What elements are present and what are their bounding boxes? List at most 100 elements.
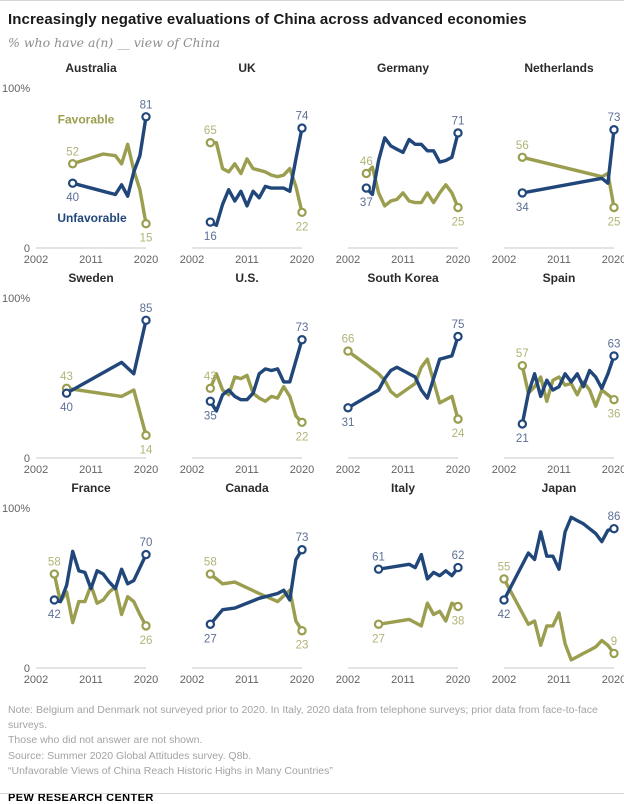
unfavorable-endpoint-marker xyxy=(609,125,619,135)
x-tick-label: 2020 xyxy=(602,674,624,686)
favorable-start-value-label: 58 xyxy=(48,557,61,569)
chart-australia: Australia 2002 2011 2020 100% 0 52 15 40 81 Favora… xyxy=(0,58,158,268)
unfavorable-end-value-label: 73 xyxy=(296,322,309,334)
favorable-start-value-label: 43 xyxy=(204,371,217,383)
y-axis-top-label: 100% xyxy=(2,293,30,305)
favorable-start-value-label: 55 xyxy=(498,561,511,573)
x-tick-label: 2002 xyxy=(180,254,204,266)
unfavorable-end-value-label: 85 xyxy=(140,303,153,315)
page-title: Increasingly negative evaluations of Chi… xyxy=(8,11,527,28)
favorable-end-value-label: 22 xyxy=(296,431,309,443)
x-tick-label: 2002 xyxy=(492,254,516,266)
favorable-endpoint-marker xyxy=(297,417,307,428)
favorable-endpoint-marker xyxy=(609,394,619,405)
x-tick-label: 2011 xyxy=(547,464,571,476)
x-tick-label: 2020 xyxy=(290,464,314,476)
favorable-start-value-label: 43 xyxy=(60,371,73,383)
favorable-end-value-label: 9 xyxy=(611,636,617,648)
country-title: Germany xyxy=(376,61,430,75)
x-tick-label: 2011 xyxy=(391,674,415,686)
country-title: Netherlands xyxy=(524,61,594,75)
x-tick-label: 2011 xyxy=(79,674,103,686)
x-tick-label: 2020 xyxy=(290,254,314,266)
country-title: Australia xyxy=(65,61,117,75)
favorable-end-value-label: 26 xyxy=(140,635,153,647)
y-axis-bottom-label: 0 xyxy=(24,243,30,255)
x-tick-label: 2002 xyxy=(24,254,48,266)
x-tick-label: 2020 xyxy=(446,674,470,686)
favorable-endpoint-marker xyxy=(453,202,463,213)
unfavorable-endpoint-marker xyxy=(361,183,372,193)
favorable-start-value-label: 56 xyxy=(516,140,529,152)
unfavorable-endpoint-marker xyxy=(373,564,384,574)
unfavorable-end-value-label: 81 xyxy=(140,99,153,111)
small-multiples-grid: Australia 2002 2011 2020 100% 0 52 15 40 81 Favora… xyxy=(0,58,624,688)
x-tick-label: 2002 xyxy=(180,674,204,686)
footnote-line-1: Note: Belgium and Denmark not surveyed p… xyxy=(8,704,598,732)
unfavorable-end-value-label: 71 xyxy=(452,115,465,127)
country-title: Canada xyxy=(225,481,269,495)
country-title: UK xyxy=(238,61,256,75)
favorable-legend-label: Favorable xyxy=(58,112,115,126)
favorable-endpoint-marker xyxy=(517,360,528,371)
chart-footer: Note: Belgium and Denmark not surveyed p… xyxy=(8,703,616,804)
unfavorable-legend-label: Unfavorable xyxy=(57,211,127,225)
unfavorable-endpoint-marker xyxy=(205,217,216,227)
favorable-start-value-label: 57 xyxy=(516,348,529,360)
x-tick-label: 2002 xyxy=(336,674,360,686)
unfavorable-endpoint-marker xyxy=(453,331,463,342)
favorable-endpoint-marker xyxy=(205,138,216,148)
unfavorable-endpoint-marker xyxy=(453,562,463,573)
unfavorable-start-value-label: 42 xyxy=(48,609,61,621)
unfavorable-endpoint-marker xyxy=(67,178,78,188)
country-plot: 2002 2011 2020 100% 0 52 15 40 81 Favorable Unfavo… xyxy=(2,83,158,266)
unfavorable-start-value-label: 42 xyxy=(498,609,511,621)
y-axis-bottom-label: 0 xyxy=(24,663,30,675)
chart-header: Increasingly negative evaluations of Chi… xyxy=(0,1,624,50)
unfavorable-start-value-label: 27 xyxy=(204,633,217,645)
unfavorable-endpoint-marker xyxy=(609,351,619,361)
favorable-start-value-label: 52 xyxy=(66,146,79,158)
favorable-endpoint-marker xyxy=(453,414,463,424)
unfavorable-endpoint-marker xyxy=(297,123,307,133)
unfavorable-end-value-label: 74 xyxy=(296,111,309,123)
unfavorable-start-value-label: 34 xyxy=(516,202,529,214)
favorable-end-value-label: 36 xyxy=(608,409,621,421)
favorable-start-value-label: 65 xyxy=(204,125,217,137)
x-tick-label: 2002 xyxy=(24,464,48,476)
x-tick-label: 2011 xyxy=(547,254,571,266)
unfavorable-line xyxy=(346,334,460,410)
x-tick-label: 2011 xyxy=(79,254,103,266)
favorable-endpoint-marker xyxy=(297,207,307,218)
x-tick-label: 2020 xyxy=(134,254,158,266)
unfavorable-endpoint-marker xyxy=(517,419,528,429)
x-tick-label: 2002 xyxy=(492,464,516,476)
unfavorable-endpoint-marker xyxy=(609,523,619,534)
unfavorable-endpoint-marker xyxy=(205,619,216,629)
favorable-start-value-label: 46 xyxy=(360,156,373,168)
unfavorable-line xyxy=(208,548,304,627)
pew-research-center-wordmark: PEW RESEARCH CENTER xyxy=(8,792,154,804)
favorable-line xyxy=(70,142,148,226)
unfavorable-start-value-label: 40 xyxy=(60,402,73,414)
unfavorable-line xyxy=(70,115,148,198)
favorable-start-value-label: 58 xyxy=(204,557,217,569)
country-plot: 2002 2011 2020 66 24 31 75 xyxy=(336,319,470,476)
chart-netherlands: Netherlands 2002 2011 2020 56 25 34 73 xyxy=(468,58,624,268)
chart-spain: Spain 2002 2011 2020 57 36 21 63 xyxy=(468,268,624,478)
favorable-endpoint-marker xyxy=(205,569,216,579)
unfavorable-end-value-label: 86 xyxy=(608,511,621,523)
favorable-endpoint-marker xyxy=(141,430,151,441)
x-tick-label: 2011 xyxy=(235,674,259,686)
x-tick-label: 2011 xyxy=(79,464,103,476)
favorable-endpoint-marker xyxy=(361,168,372,179)
favorable-endpoint-marker xyxy=(373,619,384,629)
country-plot: 2002 2011 2020 57 36 21 63 xyxy=(492,338,624,476)
favorable-endpoint-marker xyxy=(67,159,78,169)
favorable-line xyxy=(376,601,460,628)
favorable-endpoint-marker xyxy=(453,601,463,612)
country-plot: 2002 2011 2020 56 25 34 73 xyxy=(492,112,624,266)
favorable-endpoint-marker xyxy=(343,346,353,356)
unfavorable-line xyxy=(208,126,304,228)
favorable-line xyxy=(52,572,148,628)
